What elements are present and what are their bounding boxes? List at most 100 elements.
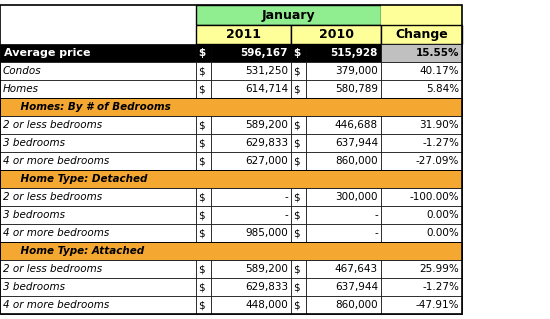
Bar xyxy=(381,134,462,152)
Bar xyxy=(381,260,462,278)
Text: -: - xyxy=(284,192,288,202)
Text: -100.00%: -100.00% xyxy=(409,192,459,202)
Text: 4 or more bedrooms: 4 or more bedrooms xyxy=(3,228,109,238)
Text: 637,944: 637,944 xyxy=(335,282,378,292)
Bar xyxy=(381,62,462,80)
Bar xyxy=(0,152,196,170)
Bar xyxy=(0,116,196,134)
Bar xyxy=(381,116,462,134)
Text: Homes: By # of Bedrooms: Homes: By # of Bedrooms xyxy=(6,102,170,112)
Bar xyxy=(291,188,306,206)
Text: 627,000: 627,000 xyxy=(245,156,288,166)
Bar xyxy=(381,44,462,62)
Text: 515,928: 515,928 xyxy=(331,48,378,58)
Text: 629,833: 629,833 xyxy=(245,282,288,292)
Bar xyxy=(0,25,196,44)
Text: Average price: Average price xyxy=(4,48,91,58)
Bar xyxy=(306,134,381,152)
Bar xyxy=(0,62,196,80)
Text: 467,643: 467,643 xyxy=(335,264,378,274)
Bar xyxy=(0,242,462,260)
Bar xyxy=(291,296,306,314)
Text: $: $ xyxy=(198,84,205,94)
Text: $: $ xyxy=(293,282,300,292)
Text: 25.99%: 25.99% xyxy=(419,264,459,274)
Text: $: $ xyxy=(198,120,205,130)
Bar xyxy=(306,206,381,224)
Bar xyxy=(211,152,291,170)
Text: 531,250: 531,250 xyxy=(245,66,288,76)
Bar xyxy=(211,206,291,224)
Bar xyxy=(196,5,381,25)
Text: Condos: Condos xyxy=(3,66,42,76)
Bar xyxy=(196,80,211,98)
Text: $: $ xyxy=(293,210,300,220)
Text: 2 or less bedrooms: 2 or less bedrooms xyxy=(3,192,102,202)
Text: 40.17%: 40.17% xyxy=(419,66,459,76)
Bar xyxy=(211,80,291,98)
Text: 580,789: 580,789 xyxy=(335,84,378,94)
Bar xyxy=(306,80,381,98)
Bar xyxy=(0,170,462,188)
Bar xyxy=(211,44,291,62)
Bar xyxy=(0,5,462,314)
Text: $: $ xyxy=(198,282,205,292)
Bar xyxy=(211,116,291,134)
Text: $: $ xyxy=(293,228,300,238)
Bar xyxy=(0,224,196,242)
Bar xyxy=(196,188,211,206)
Bar xyxy=(0,98,462,116)
Text: $: $ xyxy=(198,138,205,148)
Text: 448,000: 448,000 xyxy=(245,300,288,310)
Bar xyxy=(381,296,462,314)
Text: 860,000: 860,000 xyxy=(336,300,378,310)
Bar xyxy=(291,25,381,44)
Bar xyxy=(306,44,381,62)
Text: 0.00%: 0.00% xyxy=(426,210,459,220)
Bar xyxy=(196,278,211,296)
Bar xyxy=(306,278,381,296)
Bar xyxy=(196,296,211,314)
Bar xyxy=(306,224,381,242)
Bar xyxy=(381,188,462,206)
Bar xyxy=(291,206,306,224)
Bar xyxy=(291,278,306,296)
Text: $: $ xyxy=(198,66,205,76)
Bar xyxy=(196,44,211,62)
Bar xyxy=(0,80,196,98)
Text: 589,200: 589,200 xyxy=(245,264,288,274)
Bar xyxy=(0,5,196,25)
Bar xyxy=(381,206,462,224)
Text: 2 or less bedrooms: 2 or less bedrooms xyxy=(3,264,102,274)
Text: 2011: 2011 xyxy=(226,28,261,41)
Text: $: $ xyxy=(293,48,300,58)
Text: -: - xyxy=(284,210,288,220)
Bar xyxy=(381,5,462,25)
Text: -: - xyxy=(374,210,378,220)
Text: 3 bedrooms: 3 bedrooms xyxy=(3,282,65,292)
Text: $: $ xyxy=(293,156,300,166)
Bar xyxy=(291,62,306,80)
Bar xyxy=(381,224,462,242)
Text: $: $ xyxy=(293,192,300,202)
Bar xyxy=(291,152,306,170)
Text: $: $ xyxy=(293,66,300,76)
Bar xyxy=(196,116,211,134)
Bar xyxy=(381,25,462,44)
Bar xyxy=(196,206,211,224)
Text: $: $ xyxy=(198,300,205,310)
Text: 300,000: 300,000 xyxy=(336,192,378,202)
Text: 4 or more bedrooms: 4 or more bedrooms xyxy=(3,300,109,310)
Bar xyxy=(211,278,291,296)
Bar xyxy=(211,134,291,152)
Text: -: - xyxy=(374,228,378,238)
Text: 629,833: 629,833 xyxy=(245,138,288,148)
Bar xyxy=(211,188,291,206)
Bar xyxy=(0,278,196,296)
Text: 4 or more bedrooms: 4 or more bedrooms xyxy=(3,156,109,166)
Text: 2010: 2010 xyxy=(318,28,354,41)
Text: 0.00%: 0.00% xyxy=(426,228,459,238)
Bar xyxy=(306,260,381,278)
Text: 860,000: 860,000 xyxy=(336,156,378,166)
Text: $: $ xyxy=(293,84,300,94)
